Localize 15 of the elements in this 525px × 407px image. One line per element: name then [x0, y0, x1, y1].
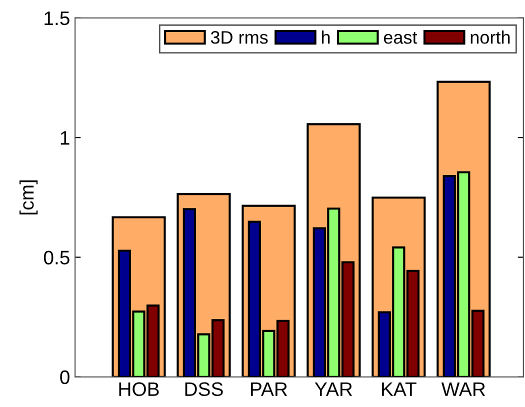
x-tick-label: WAR [441, 382, 486, 396]
x-tick-label: DSS [185, 382, 223, 396]
y-tick-label: 0.5 [44, 250, 70, 264]
legend-label: h [322, 30, 330, 44]
legend-label: north [470, 30, 510, 44]
x-tick-label: PAR [251, 382, 288, 396]
y-tick-label: 1 [60, 131, 70, 145]
x-tick-label: HOB [119, 382, 159, 396]
x-tick-label: KAT [382, 382, 416, 396]
legend-label: east [384, 32, 418, 44]
x-tick-label: YAR [314, 382, 352, 396]
legend-label: 3D rms [210, 31, 268, 44]
y-axis-title: [cm] [20, 180, 38, 214]
y-tick-label: 0 [60, 370, 70, 384]
y-tick-label: 1.5 [44, 12, 70, 26]
